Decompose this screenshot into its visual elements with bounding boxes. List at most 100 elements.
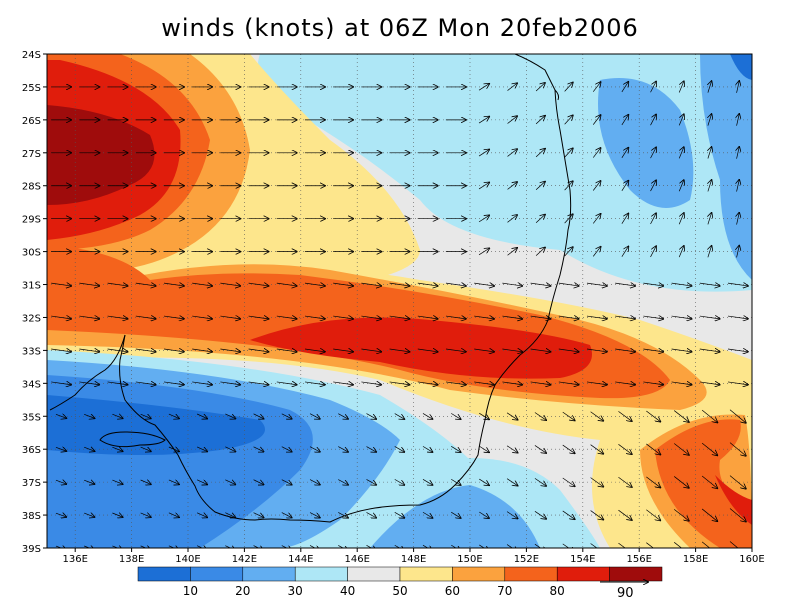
lon-label: 148E — [401, 554, 426, 565]
wind-arrow — [558, 316, 579, 319]
wind-arrow — [558, 283, 579, 286]
wind-arrow — [276, 283, 297, 286]
wind-arrow — [366, 512, 376, 517]
wind-arrow — [478, 150, 489, 157]
wind-arrow — [699, 349, 720, 352]
wind-arrow — [474, 283, 494, 286]
wind-arrow — [530, 382, 551, 385]
wind-arrow — [445, 349, 466, 352]
wind-arrow — [621, 82, 628, 93]
wind-arrow — [422, 413, 432, 419]
lat-label: 35S — [22, 412, 41, 423]
lat-label: 32S — [22, 313, 41, 324]
wind-arrow — [253, 512, 264, 518]
wind-arrow — [618, 444, 631, 454]
reference-vector: 90 — [600, 582, 648, 600]
wind-arrow — [506, 445, 517, 453]
wind-arrow — [451, 511, 460, 518]
wind-arrow — [646, 443, 660, 455]
wind-arrow — [474, 316, 494, 319]
lat-label: 31S — [22, 281, 41, 292]
wind-arrow — [225, 413, 235, 419]
wind-arrow — [361, 283, 381, 286]
wind-arrow — [309, 512, 320, 518]
lon-label: 138E — [119, 554, 144, 565]
wind-arrow — [729, 508, 746, 522]
wind-arrow — [140, 513, 151, 517]
wind-arrow — [564, 148, 573, 158]
wind-arrow — [534, 412, 546, 420]
wind-arrow — [225, 545, 235, 548]
wind-arrow — [646, 509, 660, 521]
wind-arrow — [502, 283, 522, 286]
wind-arrow — [304, 283, 325, 286]
wind-arrow — [276, 382, 297, 385]
colorbar-swatch — [137, 566, 191, 582]
wind-arrow — [84, 513, 94, 517]
wind-arrow — [422, 544, 432, 548]
colorbar-label: 70 — [497, 584, 512, 598]
lon-label: 154E — [570, 554, 595, 565]
wind-arrow — [163, 382, 184, 385]
wind-arrow — [196, 545, 207, 548]
wind-arrow — [417, 316, 438, 319]
wind-arrow — [534, 511, 546, 519]
wind-arrow — [535, 182, 545, 191]
wind-arrow — [699, 316, 720, 319]
wind-arrow — [562, 510, 575, 519]
wind-arrow — [618, 509, 631, 520]
wind-arrow — [592, 181, 600, 191]
wind-arrow — [592, 214, 600, 224]
plot-frame — [46, 53, 753, 549]
wind-arrow — [140, 414, 151, 418]
wind-arrow — [507, 149, 518, 157]
wind-arrow — [558, 349, 579, 352]
wind-arrow — [394, 544, 405, 548]
wind-arrow — [79, 349, 99, 352]
colorbar-swatch — [556, 566, 610, 582]
wind-arrow — [107, 349, 128, 352]
wind-arrow — [530, 283, 551, 286]
wind-arrow — [506, 544, 517, 548]
wind-arrow — [225, 446, 235, 452]
wind-arrow — [276, 349, 297, 352]
wind-arrow — [562, 543, 575, 548]
wind-arrow — [107, 316, 128, 319]
wind-arrow — [590, 543, 604, 548]
axis-labels: 24S 25S 26S 27S 28S 29S 30S 31S 32S 33S 34S 35S 36S 3… — [22, 50, 765, 565]
wind-arrow — [140, 480, 151, 484]
wind-arrow — [135, 283, 156, 286]
wind-arrow — [51, 349, 71, 352]
lat-label: 33S — [22, 346, 41, 357]
wind-arrow — [506, 412, 517, 420]
wind-arrow — [699, 382, 720, 385]
wind-arrow — [678, 213, 684, 225]
wind-arrow — [535, 116, 545, 125]
wind-arrow — [225, 479, 235, 485]
wind-arrow — [248, 283, 269, 286]
wind-arrow — [389, 316, 410, 319]
wind-arrow — [107, 382, 128, 385]
lon-label: 156E — [626, 554, 651, 565]
wind-arrow — [55, 546, 66, 548]
wind-arrow — [671, 283, 692, 286]
lon-label: 150E — [457, 554, 482, 565]
wind-arrow — [737, 81, 740, 93]
wind-arrow — [451, 446, 460, 452]
colorbar-label: 40 — [340, 584, 355, 598]
wind-arrow — [474, 349, 494, 352]
wind-arrow — [729, 442, 746, 456]
wind-arrow — [389, 382, 410, 385]
wind-arrow — [673, 542, 683, 548]
wind-arrow — [586, 283, 607, 286]
wind-arrow — [643, 382, 663, 385]
wind-arrow — [51, 283, 71, 286]
wind-arrow — [673, 509, 689, 520]
wind-arrow — [338, 446, 348, 452]
wind-arrow — [643, 283, 663, 286]
wind-arrow — [507, 83, 518, 91]
wind-arrow — [196, 413, 207, 419]
wind-arrow — [168, 513, 179, 517]
wind-arrow — [621, 181, 628, 191]
wind-arrow — [276, 316, 297, 319]
